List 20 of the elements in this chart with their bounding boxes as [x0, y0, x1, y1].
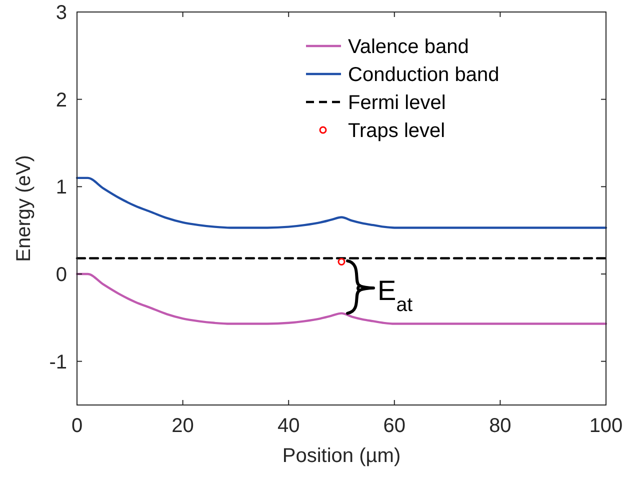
x-axis-title: Position (µm)	[282, 445, 401, 467]
y-tick-label: 3	[56, 2, 67, 24]
x-tick-label: 20	[172, 415, 194, 437]
line-series	[76, 272, 608, 325]
y-axis-title: Energy (eV)	[13, 155, 35, 262]
y-tick-label: -1	[49, 351, 67, 374]
x-tick-label: 40	[277, 415, 300, 437]
annotation: E$_{at}$	[378, 274, 414, 316]
legend-label: Conduction band	[348, 64, 500, 86]
line-series	[76, 176, 608, 229]
x-tick-label: 60	[383, 415, 406, 437]
y-tick-label: 2	[56, 89, 67, 112]
legend-label: Traps level	[348, 120, 446, 142]
y-tick-label: 0	[56, 264, 67, 286]
x-tick-label: 0	[71, 415, 83, 437]
legend-label: Valence band	[348, 36, 469, 58]
x-tick-label: 80	[489, 415, 512, 437]
legend-label: Fermi level	[348, 92, 446, 114]
x-tick-label: 100	[589, 415, 623, 437]
y-tick-label: 1	[56, 176, 67, 199]
